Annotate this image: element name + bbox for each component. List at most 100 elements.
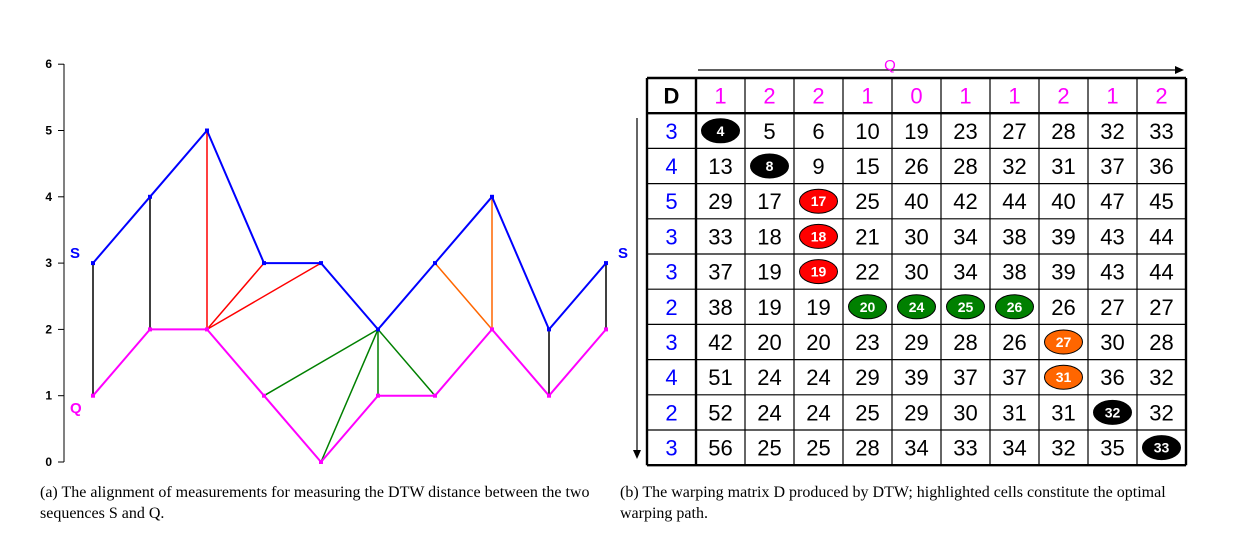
s-axis-arrowhead <box>633 450 641 459</box>
s-header-cell: 3 <box>665 436 677 461</box>
path-cell-marker <box>848 294 887 320</box>
q-header-cell: 2 <box>812 84 824 109</box>
q-axis-label: Q <box>884 57 896 74</box>
matrix-cell: 35 <box>1100 436 1124 461</box>
matrix-cell: 20 <box>757 330 781 355</box>
y-tick-label: 2 <box>45 322 52 336</box>
matrix-cell: 44 <box>1149 224 1173 249</box>
matrix-cell: 28 <box>855 436 879 461</box>
matrix-cell: 27 <box>1149 295 1173 320</box>
s-point <box>91 261 95 266</box>
matrix-cell: 31 <box>1002 400 1026 425</box>
path-cell-value: 4 <box>717 123 725 139</box>
matrix-cell: 27 <box>1002 119 1026 144</box>
matrix-cell: 26 <box>904 154 928 179</box>
s-header-cell: 2 <box>665 295 677 320</box>
matrix-cell: 40 <box>904 189 928 214</box>
s-point <box>376 327 380 332</box>
matrix-cell: 34 <box>1002 436 1026 461</box>
matrix-cell: 13 <box>708 154 732 179</box>
q-point <box>547 393 551 398</box>
matrix-cell: 24 <box>806 365 830 390</box>
path-cell-marker <box>799 223 838 249</box>
path-cell-marker <box>701 118 740 144</box>
matrix-cell: 30 <box>1100 330 1124 355</box>
path-cell-marker <box>799 188 838 214</box>
q-point <box>490 327 494 332</box>
matrix-cell: 30 <box>953 400 977 425</box>
matrix-cell: 37 <box>1002 365 1026 390</box>
s-point <box>433 261 437 266</box>
y-axis-ticks: 0 1 2 3 4 5 6 <box>45 57 64 469</box>
path-cell-value: 26 <box>1007 299 1023 315</box>
sequence-markers <box>91 128 608 464</box>
matrix-cell: 42 <box>708 330 732 355</box>
alignment-line <box>320 329 379 463</box>
matrix-cell: 29 <box>904 330 928 355</box>
q-header-cell: 1 <box>1106 84 1118 109</box>
matrix-cell: 29 <box>855 365 879 390</box>
matrix-cell: 5 <box>763 119 775 144</box>
matrix-cell: 24 <box>806 400 830 425</box>
matrix-cell: 38 <box>708 295 732 320</box>
path-cell-marker <box>897 294 936 320</box>
path-cell-value: 25 <box>958 299 974 315</box>
y-tick-label: 5 <box>45 124 52 138</box>
matrix-cell: 33 <box>708 224 732 249</box>
matrix-cell: 34 <box>904 436 928 461</box>
matrix-cell: 38 <box>1002 260 1026 285</box>
s-point <box>490 194 494 199</box>
q-header-cell: 1 <box>1008 84 1020 109</box>
path-cell-marker <box>799 259 838 285</box>
matrix-cell: 19 <box>904 119 928 144</box>
path-cell-marker <box>1044 364 1083 390</box>
matrix-cell: 45 <box>1149 189 1173 214</box>
q-point <box>91 393 95 398</box>
matrix-cell: 44 <box>1149 260 1173 285</box>
caption-b: (b) The warping matrix D produced by DTW… <box>620 484 1166 522</box>
matrix-cell: 56 <box>708 436 732 461</box>
matrix-cell: 27 <box>1100 295 1124 320</box>
matrix-cell: 23 <box>953 119 977 144</box>
q-point <box>604 327 608 332</box>
s-point <box>148 194 152 199</box>
s-header-cell: 4 <box>665 154 677 179</box>
matrix-cell: 28 <box>1051 119 1075 144</box>
matrix-cell: 10 <box>855 119 879 144</box>
path-cell-value: 17 <box>811 193 827 209</box>
s-header-cell: 3 <box>665 119 677 144</box>
matrix-cell: 37 <box>953 365 977 390</box>
matrix-cell: 6 <box>812 119 824 144</box>
q-point <box>433 393 437 398</box>
s-header-cell: 3 <box>665 260 677 285</box>
path-cell-marker <box>946 294 985 320</box>
path-cell-value: 20 <box>860 299 876 315</box>
matrix-cell: 44 <box>1002 189 1026 214</box>
alignment-lines <box>92 130 607 463</box>
matrix-cell: 25 <box>757 436 781 461</box>
matrix-cell: 19 <box>806 295 830 320</box>
s-header-cell: 2 <box>665 400 677 425</box>
matrix-cell: 34 <box>953 224 977 249</box>
y-tick-label: 3 <box>45 256 52 270</box>
matrix-cell: 32 <box>1002 154 1026 179</box>
path-cell-value: 33 <box>1154 440 1170 456</box>
matrix-cell: 19 <box>757 295 781 320</box>
s-label-right: S <box>618 245 628 262</box>
matrix-cell: 52 <box>708 400 732 425</box>
matrix-cell: 26 <box>1051 295 1075 320</box>
matrix-cell: 36 <box>1100 365 1124 390</box>
s-point <box>319 261 323 266</box>
y-tick-label: 0 <box>45 455 52 469</box>
matrix-cell: 31 <box>1051 400 1075 425</box>
matrix-cell: 19 <box>757 260 781 285</box>
s-header-cell: 3 <box>665 330 677 355</box>
matrix-cell: 29 <box>904 400 928 425</box>
path-cell-marker <box>1093 399 1132 425</box>
matrix-cell: 42 <box>953 189 977 214</box>
matrix-cell: 28 <box>953 154 977 179</box>
q-header-cell: 1 <box>959 84 971 109</box>
matrix-cell: 30 <box>904 260 928 285</box>
y-tick-label: 4 <box>45 190 52 204</box>
